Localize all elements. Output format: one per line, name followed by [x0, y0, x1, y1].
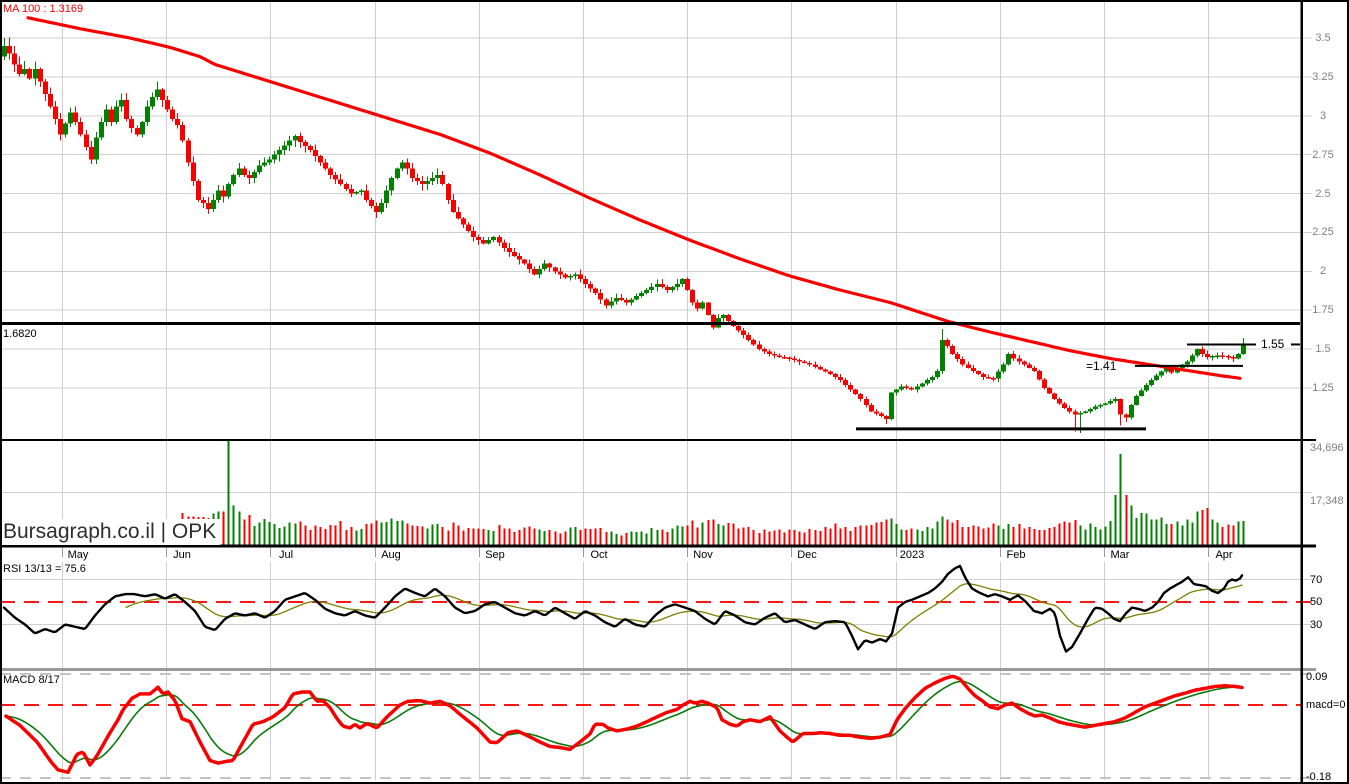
border-top — [0, 0, 1349, 2]
rsi-tick-label: 70 — [1310, 573, 1323, 586]
macd-zero-label: macd=0 — [1306, 699, 1346, 711]
month-label-may: May — [67, 549, 89, 561]
price-tick-label: 2.25 — [1312, 226, 1334, 239]
volume-tick-label: 17,348 — [1310, 494, 1344, 507]
ma100-label: MA 100 : 1.3169 — [3, 3, 84, 15]
month-label-jun: Jun — [173, 549, 191, 561]
month-label-2023: 2023 — [899, 549, 925, 561]
price-tick-label: 3.25 — [1312, 70, 1334, 83]
month-label-oct: Oct — [590, 549, 608, 561]
price-tick-label: 3 — [1319, 109, 1327, 122]
month-label-mar: Mar — [1110, 549, 1130, 561]
resistance-level-label: 1.6820 — [3, 328, 37, 340]
price-tick-label: 2 — [1319, 265, 1327, 278]
price-tick-label: 1.25 — [1312, 382, 1334, 394]
price-tick-label: 2.75 — [1312, 148, 1334, 161]
border-right — [1347, 0, 1349, 784]
month-label-sep: Sep — [485, 549, 505, 561]
month-label-feb: Feb — [1006, 549, 1026, 561]
price-tick-label: 1.5 — [1315, 343, 1331, 356]
month-label-jul: Jul — [278, 549, 294, 561]
price-tick-label: 3.5 — [1315, 32, 1331, 44]
macd-tick-label: 0.09 — [1306, 671, 1328, 683]
month-label-nov: Nov — [693, 549, 713, 561]
rsi-panel-label: RSI 13/13 = 75.6 — [3, 563, 86, 575]
rsi-tick-label: 30 — [1310, 618, 1323, 631]
watermark: Bursagraph.co.il | OPK — [1, 519, 221, 545]
month-label-apr: Apr — [1215, 549, 1233, 561]
ma-level-label: =1.41 — [1086, 359, 1117, 373]
macd-tick-label: -0.18 — [1306, 771, 1332, 783]
border-bottom — [0, 782, 1349, 784]
macd-panel-label: MACD 8/17 — [3, 674, 60, 686]
border-left — [0, 0, 2, 784]
breakout-level-label: 1.55 — [1261, 337, 1285, 351]
price-tick-label: 1.75 — [1312, 304, 1334, 317]
month-label-dec: Dec — [797, 549, 817, 561]
volume-tick-label: 34,696 — [1310, 442, 1344, 454]
rsi-tick-label: 50 — [1310, 596, 1323, 608]
price-tick-label: 2.5 — [1315, 187, 1331, 200]
month-label-aug: Aug — [381, 549, 401, 561]
